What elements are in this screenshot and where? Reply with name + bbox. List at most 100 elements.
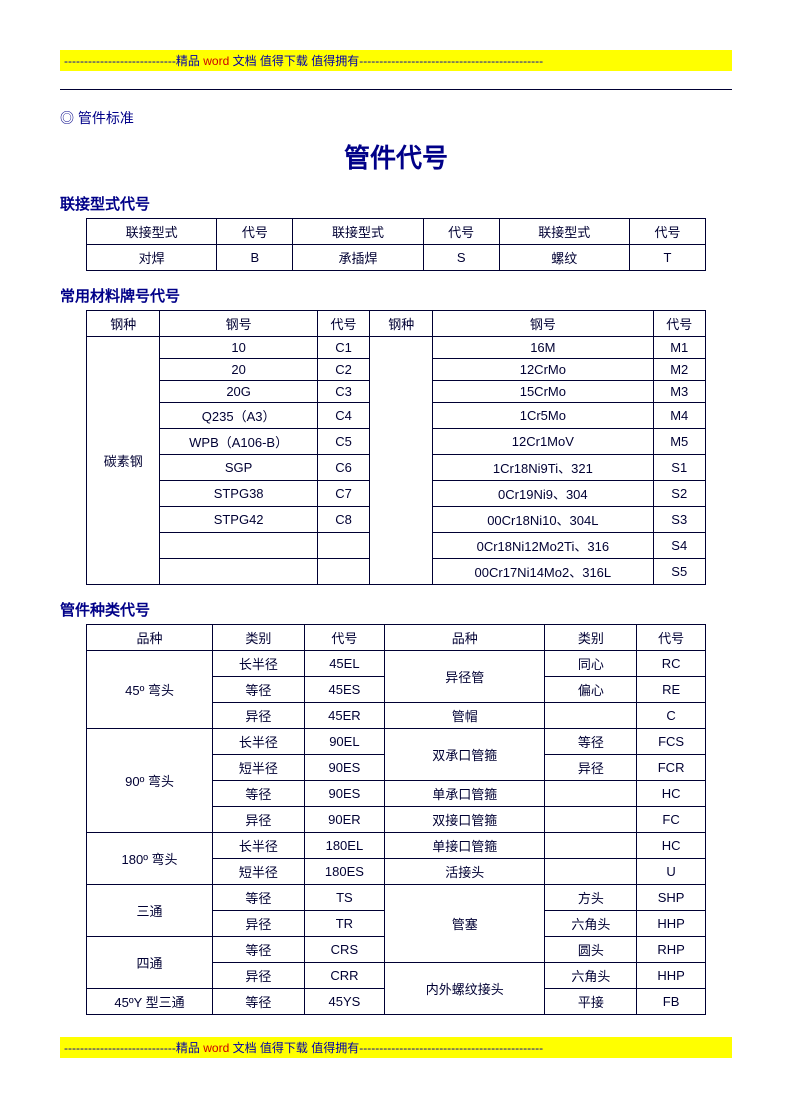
t3-cat: 长半径 — [213, 729, 305, 755]
t3-pin: 90º 弯头 — [87, 729, 213, 833]
t2-cell: S3 — [653, 507, 706, 533]
t1-cell: B — [217, 245, 293, 271]
t2-cell: 15CrMo — [433, 381, 653, 403]
banner-suffix2: 文档 值得下载 值得拥有 — [233, 1041, 360, 1055]
t3-cat-r: 平接 — [545, 989, 637, 1015]
t3-cat: 等径 — [213, 937, 305, 963]
t3-cat-r: 偏心 — [545, 677, 637, 703]
t3-code-r: HHP — [637, 963, 706, 989]
banner-word: word — [200, 54, 233, 68]
t2-cell: C2 — [317, 359, 369, 381]
t3-code-r: U — [637, 859, 706, 885]
t3-code-r: FC — [637, 807, 706, 833]
t3-pin: 180º 弯头 — [87, 833, 213, 885]
t3-header: 代号 — [637, 625, 706, 651]
t1-header: 代号 — [423, 219, 499, 245]
t3-code: 90ES — [304, 781, 384, 807]
t2-header: 钢号 — [433, 311, 653, 337]
t1-header: 代号 — [629, 219, 705, 245]
t2-cell: C7 — [317, 481, 369, 507]
t3-code-r: HC — [637, 833, 706, 859]
t3-pin-r: 活接头 — [385, 859, 545, 885]
banner-prefix2: 精品 — [176, 1041, 200, 1055]
t3-pin-r: 管塞 — [385, 885, 545, 963]
t3-cat-r: 圆头 — [545, 937, 637, 963]
t2-cell: Q235（A3） — [160, 403, 317, 429]
t2-cell — [160, 533, 317, 559]
t2-cell: 00Cr17Ni14Mo2、316L — [433, 559, 653, 585]
t3-code-r: FCR — [637, 755, 706, 781]
t3-cat: 等径 — [213, 781, 305, 807]
t3-code: CRR — [304, 963, 384, 989]
t2-species: 碳素钢 — [87, 337, 160, 585]
t3-pin-r: 双接口管箍 — [385, 807, 545, 833]
t3-code: 90EL — [304, 729, 384, 755]
t1-cell: 对焊 — [87, 245, 217, 271]
fitting-type-table: 品种类别代号品种类别代号45º 弯头长半径45EL异径管同心RC等径45ES偏心… — [86, 624, 706, 1015]
t2-cell: SGP — [160, 455, 317, 481]
t2-cell: STPG42 — [160, 507, 317, 533]
t3-code: 45ES — [304, 677, 384, 703]
connection-type-table: 联接型式代号联接型式代号联接型式代号对焊B承插焊S螺纹T — [86, 218, 706, 271]
t2-cell: WPB（A106-B） — [160, 429, 317, 455]
t2-cell — [160, 559, 317, 585]
t2-cell: 0Cr18Ni12Mo2Ti、316 — [433, 533, 653, 559]
t2-cell: 10 — [160, 337, 317, 359]
t3-cat-r: 等径 — [545, 729, 637, 755]
t3-cat: 异径 — [213, 911, 305, 937]
t3-code: TS — [304, 885, 384, 911]
t2-cell: 12Cr1MoV — [433, 429, 653, 455]
t2-cell: S4 — [653, 533, 706, 559]
t3-code-r: RC — [637, 651, 706, 677]
t2-cell: C4 — [317, 403, 369, 429]
banner-suffix: 文档 值得下载 值得拥有 — [233, 54, 360, 68]
t2-cell: STPG38 — [160, 481, 317, 507]
section3-title: 管件种类代号 — [60, 599, 732, 620]
t3-header: 类别 — [545, 625, 637, 651]
t2-cell: S5 — [653, 559, 706, 585]
t2-cell: 0Cr19Ni9、304 — [433, 481, 653, 507]
t3-header: 类别 — [213, 625, 305, 651]
t3-cat: 短半径 — [213, 859, 305, 885]
t3-code: CRS — [304, 937, 384, 963]
t2-cell: S2 — [653, 481, 706, 507]
banner-prefix: 精品 — [176, 54, 200, 68]
t3-cat: 异径 — [213, 703, 305, 729]
t3-pin: 45ºY 型三通 — [87, 989, 213, 1015]
t3-pin-r: 单接口管箍 — [385, 833, 545, 859]
section2-title: 常用材料牌号代号 — [60, 285, 732, 306]
t2-cell — [317, 533, 369, 559]
t3-pin-r: 异径管 — [385, 651, 545, 703]
t2-species-right — [370, 337, 433, 585]
t3-cat-r — [545, 807, 637, 833]
t3-pin-r: 管帽 — [385, 703, 545, 729]
t3-code: 180EL — [304, 833, 384, 859]
t3-pin: 45º 弯头 — [87, 651, 213, 729]
t2-cell: 20G — [160, 381, 317, 403]
page-title: 管件代号 — [60, 138, 732, 175]
t2-header: 钢号 — [160, 311, 317, 337]
t3-cat-r: 异径 — [545, 755, 637, 781]
t2-cell: 1Cr18Ni9Ti、321 — [433, 455, 653, 481]
bottom-banner: ----------------------------精品 word 文档 值… — [60, 1037, 732, 1058]
t3-pin: 四通 — [87, 937, 213, 989]
t3-cat-r — [545, 833, 637, 859]
t1-header: 联接型式 — [87, 219, 217, 245]
t3-code: 90ES — [304, 755, 384, 781]
banner-word2: word — [200, 1041, 233, 1055]
t1-header: 联接型式 — [499, 219, 629, 245]
t2-cell: M1 — [653, 337, 706, 359]
t2-header: 钢种 — [87, 311, 160, 337]
t1-cell: 承插焊 — [293, 245, 423, 271]
t1-header: 代号 — [217, 219, 293, 245]
t2-cell: M4 — [653, 403, 706, 429]
t1-cell: S — [423, 245, 499, 271]
t2-cell: C3 — [317, 381, 369, 403]
banner-dash-r: ----------------------------------------… — [359, 54, 543, 68]
bullet-standard: ◎ 管件标准 — [60, 108, 732, 128]
t1-header: 联接型式 — [293, 219, 423, 245]
t3-cat: 等径 — [213, 989, 305, 1015]
t3-cat-r: 方头 — [545, 885, 637, 911]
t3-code-r: RHP — [637, 937, 706, 963]
t3-cat: 长半径 — [213, 833, 305, 859]
